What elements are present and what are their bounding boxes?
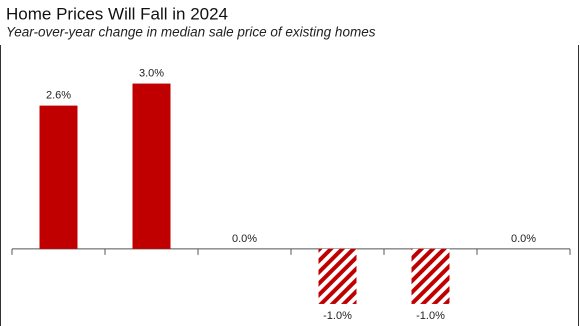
bar	[39, 105, 78, 249]
value-label: 2.6%	[46, 90, 71, 102]
chart-subtitle: Year-over-year change in median sale pri…	[6, 25, 376, 40]
bar	[318, 248, 357, 304]
value-label: -1.0%	[323, 310, 352, 322]
chart-title: Home Prices Will Fall in 2024	[6, 4, 228, 23]
bar	[411, 248, 450, 304]
value-label: 0.0%	[232, 233, 257, 245]
value-label: 0.0%	[511, 233, 536, 245]
value-label: -1.0%	[416, 310, 445, 322]
value-label: 3.0%	[139, 67, 164, 79]
bar	[132, 83, 171, 249]
